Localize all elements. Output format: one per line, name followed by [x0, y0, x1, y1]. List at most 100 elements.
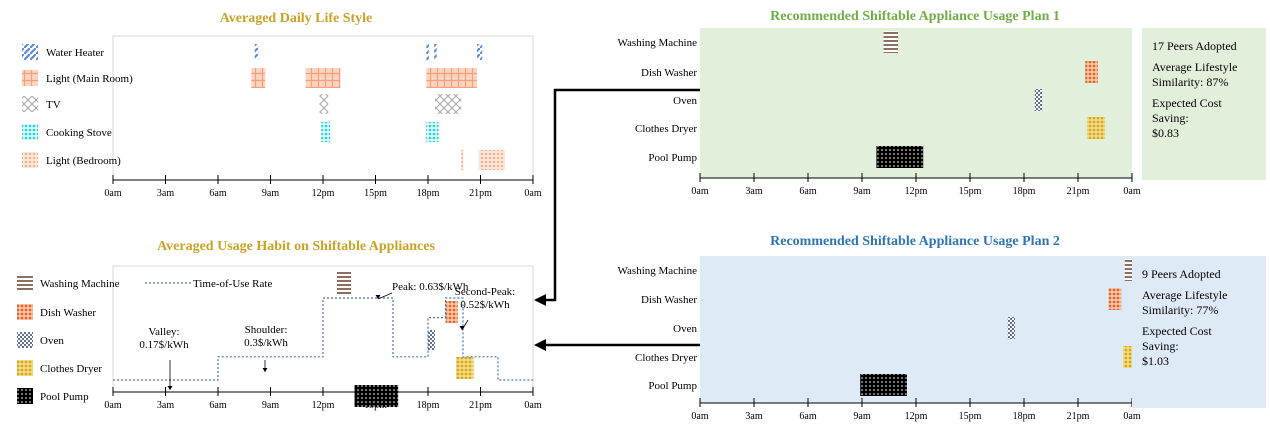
x-tick-label: 9am [262, 188, 279, 199]
x-tick-label: 3am [157, 400, 174, 411]
x-tick-label: 0am [1123, 411, 1140, 422]
cooking-stove-icon [22, 124, 38, 140]
row-label: Clothes Dryer [40, 363, 102, 375]
usage-bar [883, 31, 898, 53]
pool-pump-icon [17, 388, 33, 404]
usage-bar [354, 385, 399, 407]
x-tick-label: 12pm [905, 186, 928, 197]
row-label: Clothes Dryer [635, 352, 697, 364]
usage-bar [426, 68, 477, 88]
x-tick-label: 6am [799, 186, 816, 197]
info-line: 17 Peers Adopted [1152, 39, 1237, 53]
rate-annotation: Shoulder: [245, 324, 288, 336]
usage-bar [1085, 61, 1098, 83]
x-tick-label: 21pm [1067, 411, 1090, 422]
x-tick-label: 12pm [312, 188, 335, 199]
x-tick-label: 15pm [364, 188, 387, 199]
info-line: Expected Cost [1142, 324, 1212, 338]
row-label: Oven [40, 335, 64, 347]
x-tick-label: 18pm [1013, 186, 1036, 197]
x-tick-label: 6am [209, 400, 226, 411]
row-label: Pool Pump [648, 380, 697, 392]
annotation-arrowhead [167, 386, 173, 390]
row-label: Oven [673, 95, 697, 107]
row-label: Cooking Stove [46, 127, 112, 139]
info-line: Similarity: 77% [1142, 303, 1218, 317]
rate-annotation: Second-Peak: [455, 286, 515, 298]
x-tick-label: 9am [853, 186, 870, 197]
x-tick-label: 9am [853, 411, 870, 422]
x-tick-label: 21pm [1067, 186, 1090, 197]
row-label: TV [46, 99, 61, 111]
rate-annotation: 0.17$/kWh [139, 339, 189, 351]
row-label: Dish Washer [641, 67, 697, 79]
row-label: Pool Pump [40, 391, 89, 403]
x-tick-label: 3am [745, 186, 762, 197]
rate-annotation: 0.52$/kWh [460, 299, 510, 311]
x-tick-label: 6am [209, 188, 226, 199]
info-line: Average Lifestyle [1142, 288, 1227, 302]
oven-icon [17, 332, 33, 348]
usage-bar [426, 122, 439, 142]
info-line: Saving: [1142, 339, 1179, 353]
usage-bar [461, 150, 464, 170]
info-line: Saving: [1152, 111, 1189, 125]
x-tick-label: 0am [524, 188, 541, 199]
annotation-arrow [377, 292, 393, 300]
x-tick-label: 18pm [417, 188, 440, 199]
usage-bar [1034, 89, 1042, 111]
usage-bar [319, 94, 329, 114]
row-label: Water Heater [46, 47, 104, 59]
x-tick-label: 3am [157, 188, 174, 199]
info-box [1142, 28, 1266, 180]
annotation-arrowhead [262, 368, 268, 372]
x-tick-label: 12pm [312, 400, 335, 411]
info-line: Similarity: 87% [1152, 75, 1228, 89]
chart-habit: Averaged Usage Habit on Shiftable Applia… [17, 239, 542, 411]
x-tick-label: 3am [745, 411, 762, 422]
row-label: Pool Pump [648, 152, 697, 164]
light-main-icon [22, 70, 38, 86]
chart-plan2: Recommended Shiftable Appliance Usage Pl… [618, 234, 1266, 422]
rate-annotation: Peak: 0.63$/kWh [392, 281, 469, 293]
usage-bar [426, 44, 429, 60]
x-tick-label: 0am [691, 186, 708, 197]
row-label: Dish Washer [641, 294, 697, 306]
x-tick-label: 21pm [469, 188, 492, 199]
info-line: Expected Cost [1152, 96, 1222, 110]
annotation-arrowhead [459, 326, 465, 330]
row-label: Washing Machine [618, 265, 698, 277]
chart-title: Averaged Daily Life Style [220, 11, 373, 26]
usage-bar [251, 68, 266, 88]
usage-bar [435, 94, 462, 114]
x-tick-label: 15pm [959, 411, 982, 422]
x-tick-label: 0am [1123, 186, 1140, 197]
row-label: Washing Machine [40, 278, 120, 290]
usage-bar [456, 357, 474, 379]
x-tick-label: 18pm [417, 400, 440, 411]
x-tick-label: 6am [799, 411, 816, 422]
row-label: Clothes Dryer [635, 123, 697, 135]
usage-bar [337, 272, 351, 294]
x-tick-label: 15pm [959, 186, 982, 197]
washing-machine-icon [17, 275, 33, 291]
dish-washer-icon [17, 304, 33, 320]
chart-title: Averaged Usage Habit on Shiftable Applia… [157, 239, 435, 254]
chart-title: Recommended Shiftable Appliance Usage Pl… [770, 234, 1060, 249]
chart-title: Recommended Shiftable Appliance Usage Pl… [770, 9, 1060, 24]
x-tick-label: 0am [104, 188, 121, 199]
usage-bar [860, 374, 907, 396]
usage-bar [1007, 317, 1015, 339]
x-tick-label: 9am [262, 400, 279, 411]
usage-bar [478, 150, 505, 170]
plan-connectors [534, 88, 700, 351]
legend-label: Time-of-Use Rate [193, 278, 272, 290]
row-label: Dish Washer [40, 307, 96, 319]
light-bedroom-icon [22, 152, 38, 168]
x-tick-label: 18pm [1013, 411, 1036, 422]
annotation-arrowhead [375, 295, 381, 299]
info-line: $1.03 [1142, 354, 1169, 368]
usage-bar [305, 68, 341, 88]
row-label: Oven [673, 323, 697, 335]
info-line: $0.83 [1152, 126, 1179, 140]
